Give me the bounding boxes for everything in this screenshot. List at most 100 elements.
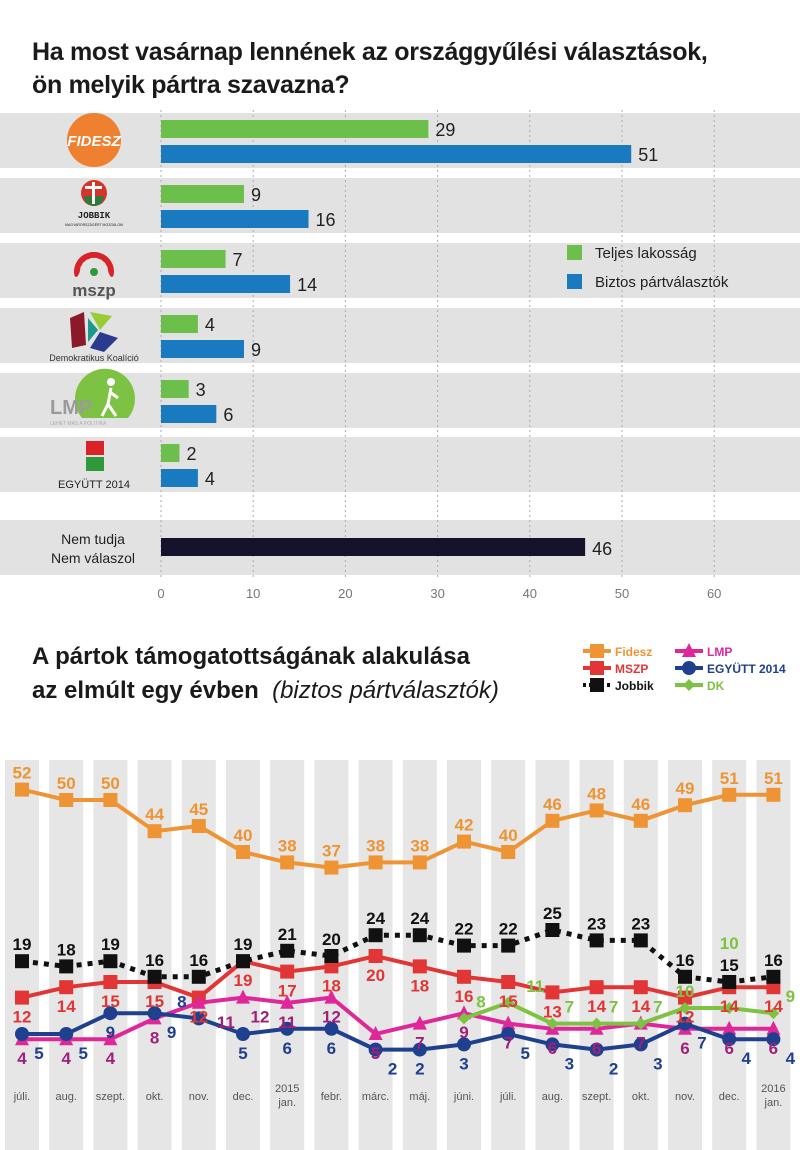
data-label: 5: [78, 1044, 87, 1063]
x-tick-label: júli.: [499, 1091, 517, 1103]
legend-label: MSZP: [615, 662, 648, 676]
data-label: 40: [499, 826, 518, 845]
marker-mszp: [280, 964, 295, 979]
bar-value: 2: [186, 444, 196, 464]
data-label: 19: [101, 935, 120, 954]
data-label: 14: [720, 997, 739, 1016]
bar-teljes: [161, 250, 226, 268]
bar-biztos: [161, 275, 291, 293]
x-tick-label: nov.: [189, 1091, 209, 1103]
marker-lmp: [412, 1015, 427, 1030]
marker-lmp: [501, 1015, 516, 1030]
data-label: 14: [764, 997, 783, 1016]
bar-undecided: [161, 538, 586, 556]
data-label: 52: [13, 764, 32, 783]
bar-value: 9: [251, 185, 261, 205]
jobbik-cross: [92, 182, 95, 204]
marker-dk: [767, 1007, 780, 1020]
data-label: 7: [653, 998, 662, 1017]
line-fidesz: [21, 787, 774, 870]
data-label: 6: [327, 1039, 336, 1058]
legend-marker: [682, 661, 696, 675]
marker-fidesz: [191, 819, 206, 833]
line-mszp: [21, 953, 774, 1000]
data-label: 3: [565, 1054, 574, 1073]
column-band: [712, 760, 747, 1150]
marker-mszp: [457, 969, 471, 984]
x-tick-label: szept.: [582, 1091, 611, 1103]
data-label: 5: [238, 1044, 247, 1063]
data-label: 12: [676, 1008, 695, 1027]
legend-label: Jobbik: [615, 679, 654, 693]
data-label: 7: [697, 1034, 706, 1053]
bar-teljes: [161, 185, 244, 203]
data-label: 23: [587, 914, 606, 933]
data-label: 6: [724, 1039, 733, 1058]
data-label: 14: [57, 997, 76, 1016]
marker-dk: [502, 996, 515, 1009]
marker-mszp: [633, 980, 648, 995]
data-label: 38: [410, 836, 429, 855]
data-label: 5: [520, 1044, 529, 1063]
marker-fidesz: [766, 787, 781, 802]
marker-fidesz: [103, 793, 118, 807]
x-tick-label: aug.: [542, 1091, 563, 1103]
data-label: 45: [189, 800, 208, 819]
legend-marker: [683, 679, 695, 691]
marker-dk: [634, 1017, 647, 1030]
legend-label: Biztos pártválasztók: [595, 274, 729, 291]
bar-biztos: [161, 210, 309, 228]
bar-value: 29: [435, 120, 455, 140]
title-line: A pártok támogatottságának alakulása: [32, 643, 470, 670]
x-tick-label: 30: [430, 586, 444, 601]
data-label: 2: [415, 1060, 424, 1079]
data-label: 16: [145, 951, 164, 970]
x-tick-label: dec.: [233, 1091, 254, 1103]
marker-együtt-2014: [501, 1027, 516, 1041]
marker-jobbik: [633, 933, 648, 948]
marker-mszp: [412, 959, 427, 974]
marker-fidesz: [545, 813, 560, 828]
data-label: 7: [609, 998, 618, 1017]
marker-együtt-2014: [412, 1042, 427, 1057]
dk-logo: [88, 318, 98, 342]
lmp-logo-text: LMP: [50, 397, 92, 419]
bar-value: 7: [233, 250, 243, 270]
x-tick-label: szept.: [96, 1091, 125, 1103]
marker-jobbik: [501, 938, 516, 953]
column-band: [756, 760, 791, 1150]
lmp-walker: [100, 387, 119, 417]
data-label: 42: [455, 816, 474, 835]
bar-value: 16: [316, 210, 336, 230]
data-label: 14: [631, 997, 650, 1016]
x-tick-label: 0: [157, 586, 164, 601]
data-label: 20: [366, 966, 385, 985]
data-label: 5: [371, 1044, 380, 1063]
marker-együtt-2014: [59, 1027, 74, 1041]
marker-fidesz: [457, 834, 471, 849]
legend-marker: [590, 678, 604, 692]
bar-value: 14: [297, 275, 317, 295]
x-tick-label: 10: [246, 586, 260, 601]
marker-együtt-2014: [678, 1016, 692, 1031]
data-label: 24: [410, 909, 429, 928]
marker-lmp: [191, 994, 206, 1009]
data-label: 16: [764, 951, 783, 970]
legend-swatch: [567, 274, 582, 289]
data-label: 17: [278, 982, 297, 1001]
dk-logo: [90, 312, 112, 330]
x-tick-label: júli.: [13, 1091, 31, 1103]
marker-lmp: [766, 1020, 781, 1035]
data-label: 6: [769, 1039, 778, 1058]
marker-jobbik: [766, 969, 781, 984]
data-label: 9: [167, 1023, 176, 1042]
marker-együtt-2014: [589, 1042, 604, 1057]
data-label: 40: [234, 826, 253, 845]
fidesz-logo: [67, 113, 121, 167]
data-label: 4: [106, 1049, 116, 1068]
legend-label: LMP: [707, 645, 732, 659]
title-subtitle: (biztos pártválasztók): [272, 677, 499, 704]
data-label: 22: [499, 920, 518, 939]
data-label: 9: [106, 1023, 115, 1042]
egyutt-logo-text: EGYÜTT 2014: [58, 479, 130, 491]
